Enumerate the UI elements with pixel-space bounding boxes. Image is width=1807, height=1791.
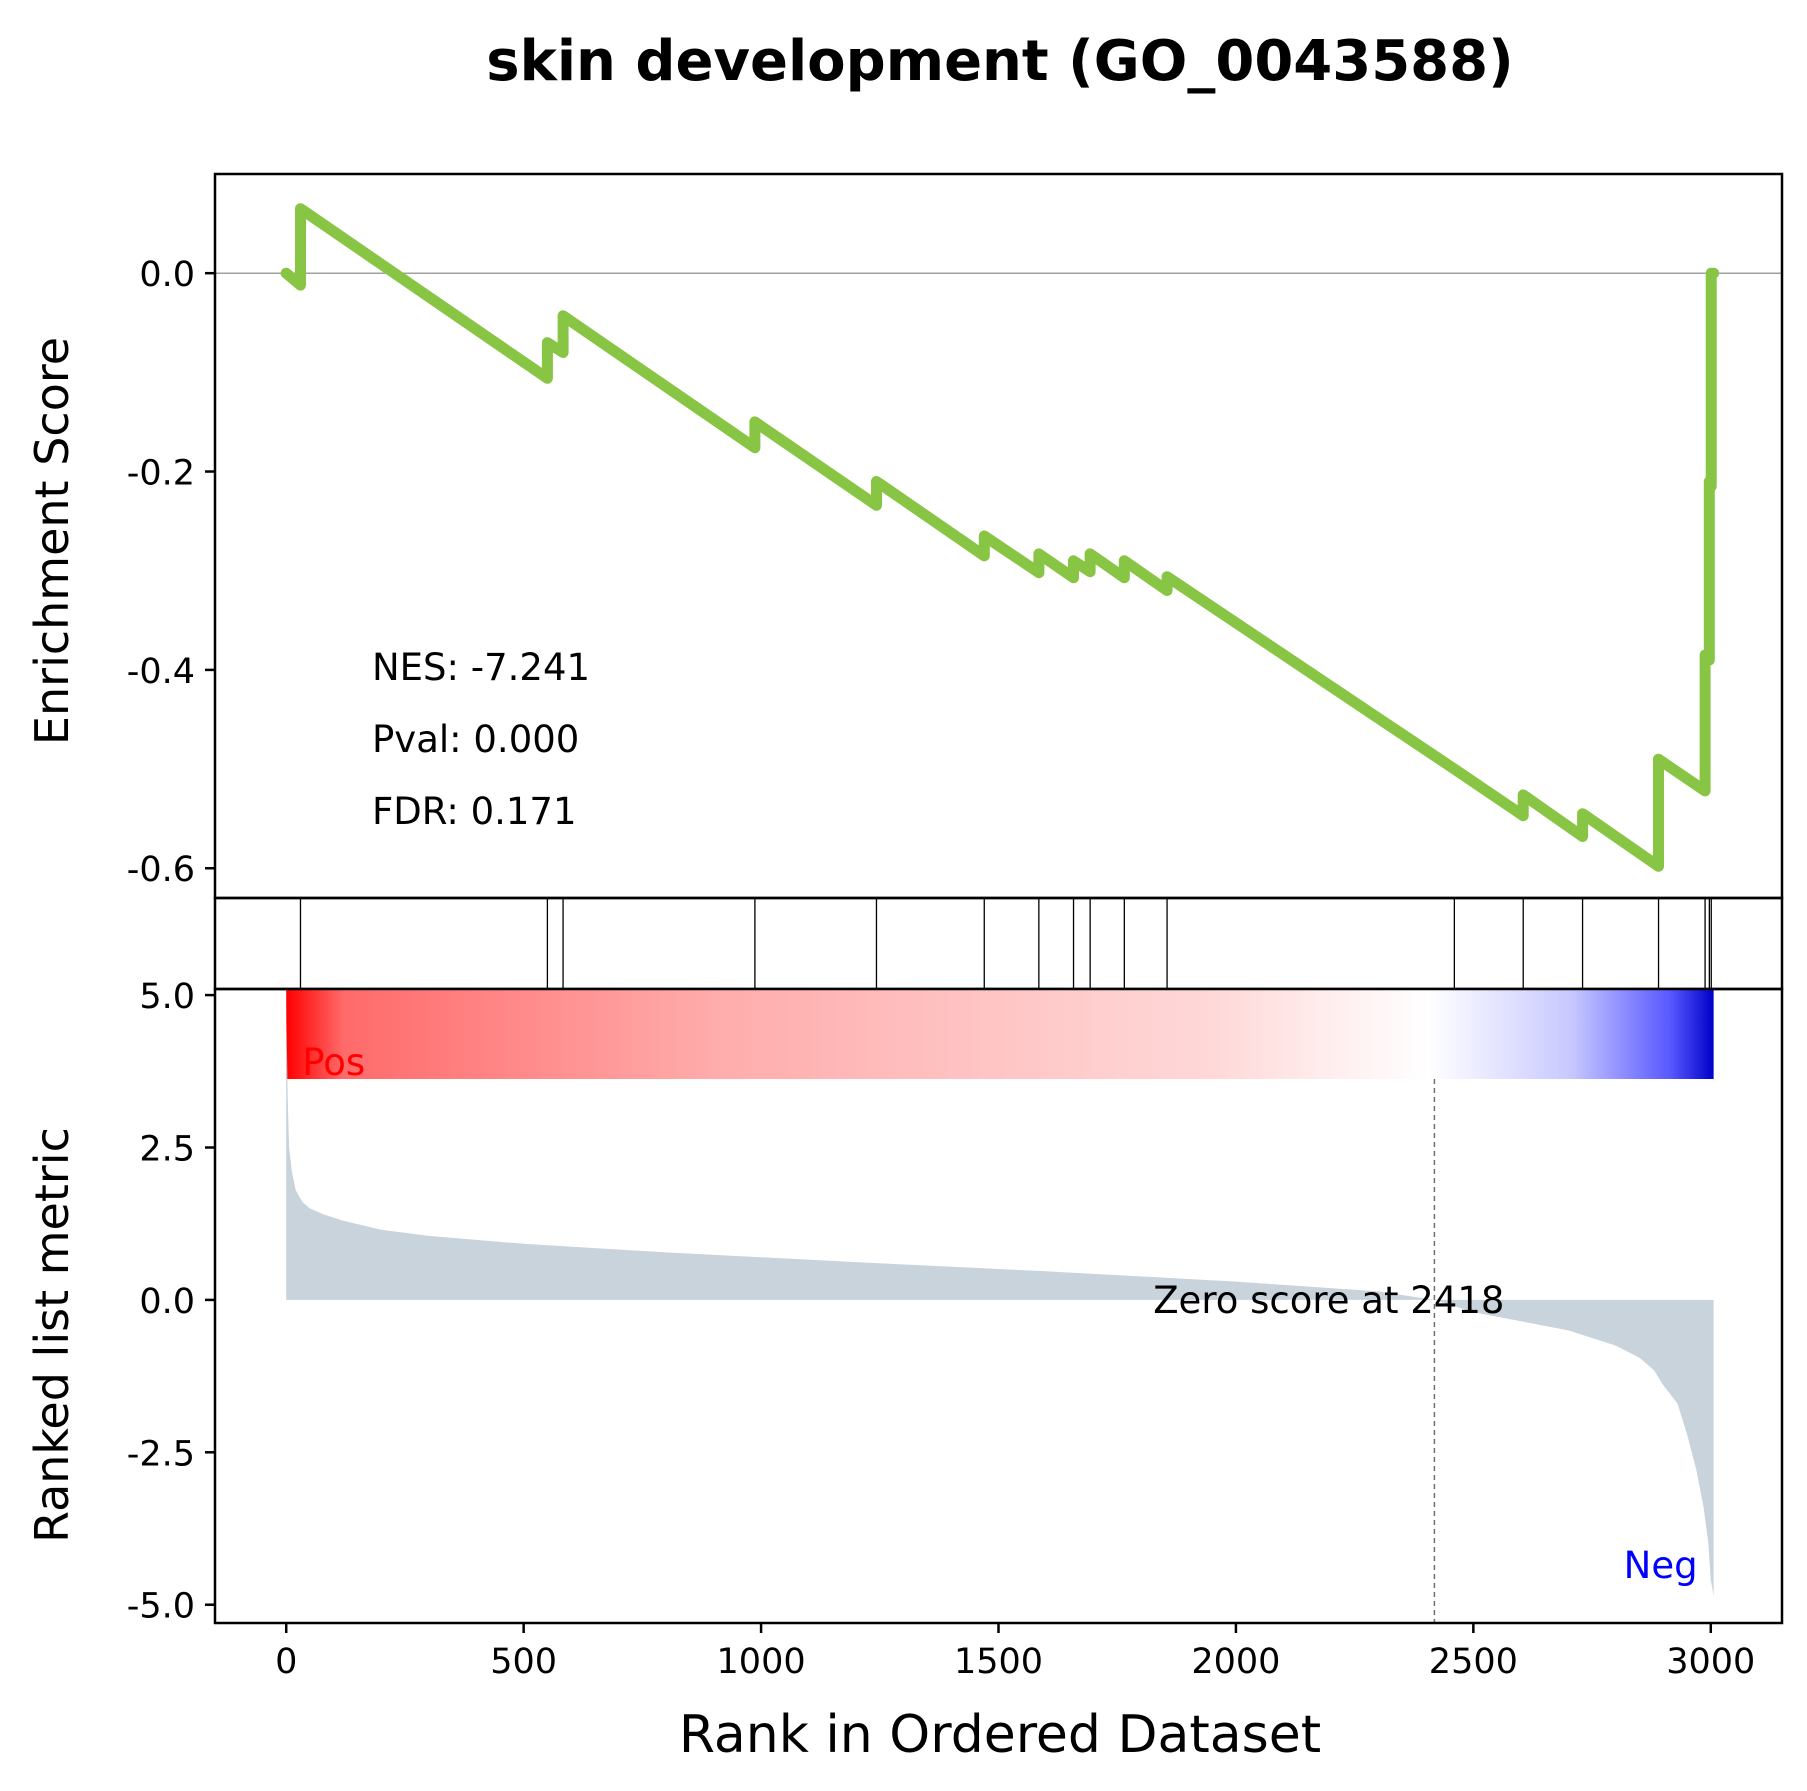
x-tick-label: 1000: [717, 1642, 806, 1682]
x-axis-label: Rank in Ordered Dataset: [679, 1705, 1321, 1765]
es-y-tick-label: 0.0: [139, 255, 195, 295]
zero-score-label: Zero score at 2418: [1153, 1279, 1504, 1322]
es-y-axis-label: Enrichment Score: [25, 337, 79, 745]
rank-y-axis-label: Ranked list metric: [25, 1127, 79, 1543]
x-tick-label: 3000: [1666, 1642, 1755, 1682]
rank-color-bar: [286, 989, 1714, 1079]
x-axis-ticks: 0 500 1000 1500 2000 2500 3000: [275, 1623, 1755, 1682]
hits-panel-frame: [213, 896, 1784, 991]
x-tick-label: 1500: [954, 1642, 1043, 1682]
x-tick-label: 2500: [1429, 1642, 1518, 1682]
rank-y-tick-label: 2.5: [139, 1130, 195, 1170]
rank-y-tick-label: -5.0: [127, 1587, 195, 1627]
es-y-tick-label: -0.6: [127, 850, 195, 890]
statistics-block: NES: -7.241 Pval: 0.000 FDR: 0.171: [372, 646, 590, 833]
chart-title: skin development (GO_0043588): [486, 29, 1513, 94]
es-y-ticks: 0.0 -0.2 -0.4 -0.6: [127, 255, 215, 890]
es-y-tick-label: -0.4: [127, 652, 195, 692]
ranked-metric-panel: Zero score at 2418 Pos Neg 5.0 2.5 0.0 -2.5…: [25, 977, 1784, 1627]
neg-label: Neg: [1624, 1544, 1698, 1587]
nes-stat-text: NES: -7.241: [372, 646, 590, 689]
rank-y-tick-label: 5.0: [139, 977, 195, 1017]
ranked-metric-area: [286, 1001, 1714, 1596]
enrichment-score-panel: 0.0 -0.2 -0.4 -0.6 Enrichment Score NES: -7…: [25, 172, 1784, 900]
x-tick-label: 500: [490, 1642, 557, 1682]
x-tick-label: 0: [275, 1642, 297, 1682]
x-tick-label: 2000: [1191, 1642, 1280, 1682]
gene-hits-panel: [213, 896, 1784, 991]
es-y-tick-label: -0.2: [127, 454, 195, 494]
rank-y-tick-label: -2.5: [127, 1434, 195, 1474]
pos-label: Pos: [302, 1041, 365, 1084]
rank-y-tick-label: 0.0: [139, 1282, 195, 1322]
hit-markers: [299, 898, 1712, 989]
fdr-stat-text: FDR: 0.171: [372, 790, 577, 833]
enrichment-score-line: [280, 203, 1720, 872]
pval-stat-text: Pval: 0.000: [372, 718, 579, 761]
rank-y-ticks: 5.0 2.5 0.0 -2.5 -5.0: [127, 977, 215, 1627]
